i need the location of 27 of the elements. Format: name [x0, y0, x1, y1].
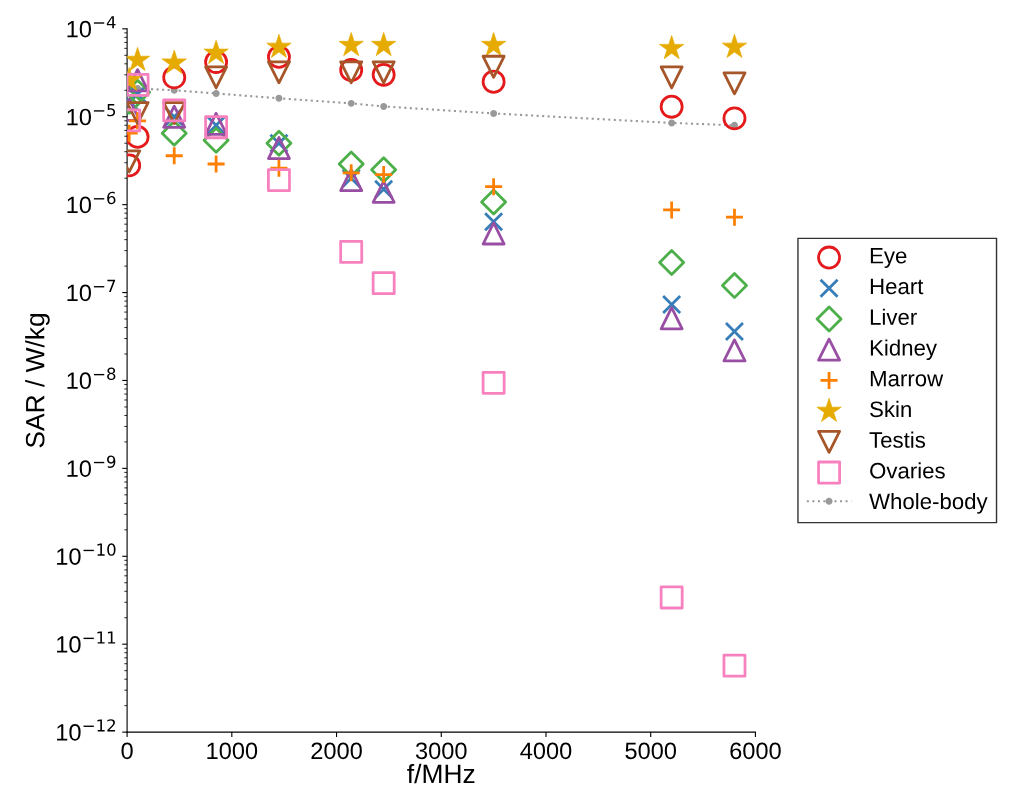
y-tick-label: 10$^{−12}$ [57, 719, 115, 741]
x-tick-label: 0 [121, 742, 133, 760]
y-tick-label: 10$^{−6}$ [67, 191, 116, 214]
legend-label: Testis [869, 431, 926, 448]
y-tick-label: 10$^{−4}$ [67, 16, 116, 38]
y-axis-title: SAR / W/kg [25, 313, 50, 448]
y-tick-label: 10$^{−11}$ [57, 631, 116, 653]
x-tick-label: 3000 [415, 742, 467, 760]
legend-label: Ovaries [870, 462, 945, 479]
legend-label: Kidney [870, 339, 937, 361]
legend-label: Liver [870, 308, 917, 326]
y-tick-label: 10$^{−8}$ [67, 367, 116, 390]
x-tick-label: 5000 [625, 742, 677, 760]
y-tick-label: 10$^{−5}$ [67, 104, 116, 126]
legend-label: Eye [870, 248, 907, 268]
y-tick-label: 10$^{−9}$ [67, 455, 116, 477]
legend-label: Marrow [870, 370, 944, 387]
x-tick-label: 4000 [520, 742, 572, 760]
x-tick-label: 6000 [730, 742, 781, 760]
legend-label: Heart [870, 278, 924, 295]
y-tick-label: 10$^{−7}$ [67, 279, 116, 302]
legend-label: Skin [870, 400, 911, 418]
legend-label: Whole-body [869, 492, 988, 514]
x-axis-title: f/MHz [407, 763, 475, 784]
x-tick-label: 1000 [207, 742, 258, 760]
y-tick-label: 10$^{−10}$ [57, 543, 116, 565]
x-tick-label: 2000 [311, 742, 362, 760]
